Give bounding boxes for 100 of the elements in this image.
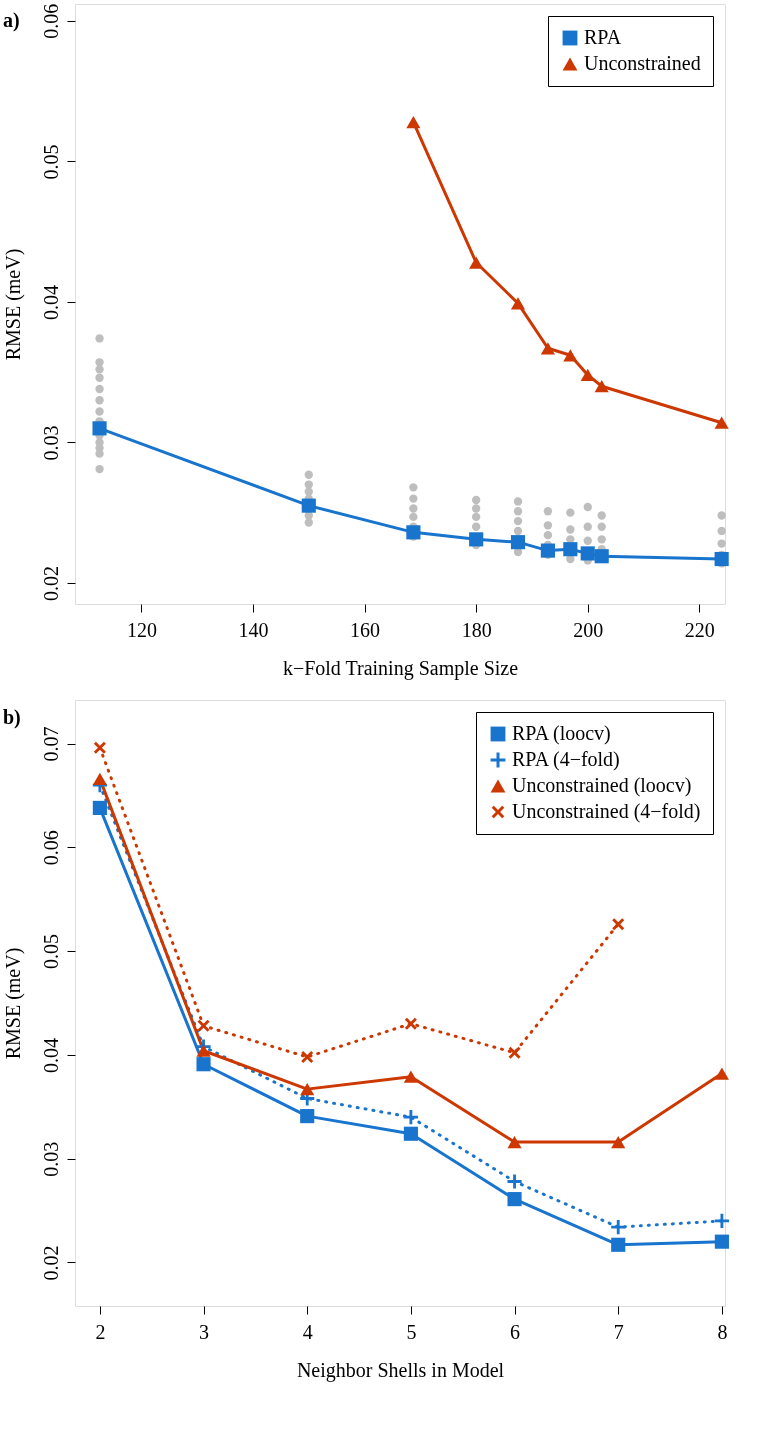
point xyxy=(95,334,104,343)
y-axis-title: RMSE (meV) xyxy=(1,248,25,361)
point xyxy=(300,1109,315,1124)
point xyxy=(714,1213,729,1228)
point xyxy=(611,1220,626,1235)
point xyxy=(563,349,578,362)
x-tick-label: 120 xyxy=(126,618,157,641)
point xyxy=(507,1192,522,1207)
x-tick-label: 2 xyxy=(95,1320,106,1343)
x-axis-title: Neighbor Shells in Model xyxy=(296,1358,505,1382)
y-tick-label: 0.03 xyxy=(39,425,62,461)
x-tick-label: 200 xyxy=(573,618,604,641)
point xyxy=(409,504,418,513)
point xyxy=(566,508,575,517)
x-tick-label: 5 xyxy=(406,1320,417,1343)
point xyxy=(580,368,595,382)
point xyxy=(403,1110,418,1125)
point xyxy=(469,256,484,269)
point xyxy=(95,464,104,474)
point xyxy=(513,507,523,516)
y-tick-label: 0.05 xyxy=(39,934,62,970)
point xyxy=(304,518,313,527)
point xyxy=(92,421,107,436)
point xyxy=(93,741,106,754)
point xyxy=(583,502,592,512)
point xyxy=(594,549,609,564)
point xyxy=(717,526,726,536)
point xyxy=(197,1019,210,1032)
x-tick-label: 3 xyxy=(199,1320,210,1343)
point xyxy=(717,539,726,548)
chart-title: a) xyxy=(3,9,20,33)
y-axis-title: RMSE (meV) xyxy=(1,947,25,1060)
point xyxy=(513,526,523,536)
x-tick-label: 140 xyxy=(238,618,269,641)
point xyxy=(543,507,553,516)
point xyxy=(471,522,481,531)
x-tick-label: 4 xyxy=(302,1320,313,1343)
y-tick-label: 0.02 xyxy=(39,565,62,601)
point xyxy=(510,535,526,550)
point xyxy=(95,373,104,382)
point xyxy=(95,384,104,394)
point xyxy=(92,800,107,815)
point xyxy=(597,535,606,544)
point xyxy=(301,1050,314,1063)
point xyxy=(611,1135,626,1149)
legend-label: RPA (loocv) xyxy=(512,722,611,745)
point xyxy=(304,487,313,496)
point xyxy=(597,522,606,531)
point xyxy=(471,512,481,522)
point xyxy=(714,416,729,429)
legend-label: RPA xyxy=(584,26,622,48)
point xyxy=(597,511,606,520)
point xyxy=(583,522,592,531)
point xyxy=(196,1057,211,1072)
point xyxy=(566,525,575,534)
point xyxy=(409,494,418,503)
point xyxy=(714,1234,729,1249)
point xyxy=(594,380,609,393)
point xyxy=(583,536,592,545)
point xyxy=(563,542,578,557)
point xyxy=(95,396,104,405)
point xyxy=(507,1174,522,1189)
point xyxy=(301,498,316,513)
point xyxy=(714,551,729,567)
point xyxy=(513,516,523,526)
point xyxy=(406,115,421,129)
point xyxy=(543,521,553,530)
point xyxy=(507,1135,522,1149)
point xyxy=(540,543,555,558)
point xyxy=(406,525,421,540)
point xyxy=(409,483,418,492)
point xyxy=(300,1083,315,1096)
point xyxy=(611,1237,626,1252)
y-tick-label: 0.07 xyxy=(39,726,62,762)
x-tick-label: 7 xyxy=(613,1320,624,1343)
point xyxy=(612,918,625,931)
point xyxy=(304,480,313,489)
point xyxy=(95,358,104,367)
y-tick-label: 0.05 xyxy=(39,144,62,180)
point xyxy=(510,297,526,310)
y-tick-label: 0.04 xyxy=(39,1037,62,1073)
point xyxy=(403,1126,418,1141)
legend-label: Unconstrained (loocv) xyxy=(512,774,692,797)
point xyxy=(95,365,104,374)
point xyxy=(304,470,313,479)
y-tick-label: 0.06 xyxy=(39,830,62,866)
point xyxy=(403,1070,418,1083)
x-tick-label: 6 xyxy=(510,1320,521,1343)
point xyxy=(409,512,418,522)
y-tick-label: 0.04 xyxy=(39,284,62,320)
point xyxy=(508,1046,521,1059)
point xyxy=(95,407,104,416)
point xyxy=(714,1067,729,1080)
x-tick-label: 220 xyxy=(684,618,715,641)
point xyxy=(540,342,555,355)
point xyxy=(469,532,484,547)
legend-label: RPA (4−fold) xyxy=(512,748,620,771)
point xyxy=(404,1017,417,1030)
legend-label: Unconstrained (4−fold) xyxy=(512,800,701,823)
y-tick-label: 0.03 xyxy=(39,1141,62,1177)
